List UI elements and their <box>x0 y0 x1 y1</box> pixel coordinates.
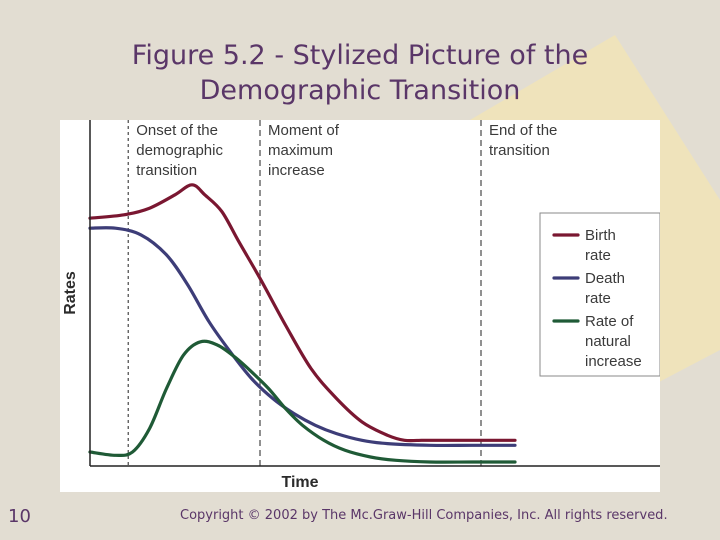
birth-rate-legend-label-line-1: Birth <box>585 227 616 244</box>
slide-title-line-2: Demographic Transition <box>199 75 521 106</box>
marker-label-2-line-3: increase <box>268 162 325 179</box>
marker-label-3-line-2: transition <box>489 142 550 159</box>
chart-panel: Onset of the demographic transition Moment … <box>60 120 660 492</box>
y-axis-label: Rates <box>62 271 79 315</box>
legend-box <box>539 212 660 377</box>
marker-label-1-line-2: demographic <box>136 142 223 159</box>
death-rate-legend-label-line-1: Death <box>585 270 625 287</box>
marker-label-2-line-2: maximum <box>268 142 333 159</box>
x-axis-label: Time <box>281 474 318 491</box>
page-number: 10 <box>8 506 31 527</box>
series-lines <box>88 183 517 464</box>
marker-label-1-line-3: transition <box>136 162 197 179</box>
rate-of-natural-increase-legend-label-line-3: increase <box>585 353 642 370</box>
slide-title: Figure 5.2 - Stylized Picture of the Dem… <box>60 38 660 108</box>
rate-of-natural-increase-legend-label-line-2: natural <box>585 333 631 350</box>
death-rate-line <box>88 226 517 448</box>
birth-rate-line <box>88 183 517 443</box>
rate-of-natural-increase-line <box>88 339 517 464</box>
marker-label-3-line-1: End of the <box>489 122 557 139</box>
death-rate-legend-label-line-2: rate <box>585 290 611 307</box>
copyright-notice: Copyright © 2002 by The Mc.Graw-Hill Com… <box>180 508 668 523</box>
slide-title-line-1: Figure 5.2 - Stylized Picture of the <box>131 40 589 71</box>
marker-label-2-line-1: Moment of <box>268 122 340 139</box>
marker-label-1-line-1: Onset of the <box>136 122 218 139</box>
transition-markers: Onset of the demographic transition Moment … <box>127 120 557 466</box>
demographic-transition-chart: Onset of the demographic transition Moment … <box>62 120 660 491</box>
birth-rate-legend-label-line-2: rate <box>585 247 611 264</box>
rate-of-natural-increase-legend-label-line-1: Rate of <box>585 313 634 330</box>
chart-legend: Birth rate Death rate Rate of natural increase <box>539 212 660 377</box>
